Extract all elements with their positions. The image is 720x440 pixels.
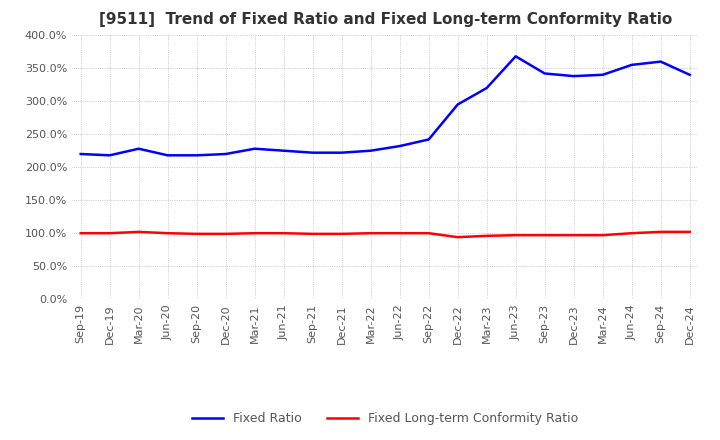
Fixed Long-term Conformity Ratio: [570, 232, 578, 238]
Fixed Ratio: [221, 151, 230, 157]
Legend: Fixed Ratio, Fixed Long-term Conformity Ratio: Fixed Ratio, Fixed Long-term Conformity …: [187, 407, 583, 430]
Fixed Long-term Conformity Ratio: [105, 231, 114, 236]
Fixed Long-term Conformity Ratio: [454, 235, 462, 240]
Fixed Ratio: [192, 153, 201, 158]
Fixed Long-term Conformity Ratio: [657, 229, 665, 235]
Fixed Long-term Conformity Ratio: [627, 231, 636, 236]
Fixed Ratio: [279, 148, 288, 153]
Fixed Ratio: [454, 102, 462, 107]
Fixed Long-term Conformity Ratio: [366, 231, 375, 236]
Fixed Ratio: [76, 151, 85, 157]
Fixed Ratio: [366, 148, 375, 153]
Fixed Ratio: [338, 150, 346, 155]
Fixed Ratio: [424, 137, 433, 142]
Fixed Ratio: [541, 71, 549, 76]
Fixed Long-term Conformity Ratio: [541, 232, 549, 238]
Fixed Long-term Conformity Ratio: [251, 231, 259, 236]
Fixed Ratio: [135, 146, 143, 151]
Title: [9511]  Trend of Fixed Ratio and Fixed Long-term Conformity Ratio: [9511] Trend of Fixed Ratio and Fixed Lo…: [99, 12, 672, 27]
Fixed Long-term Conformity Ratio: [338, 231, 346, 237]
Fixed Ratio: [657, 59, 665, 64]
Fixed Ratio: [395, 143, 404, 149]
Fixed Ratio: [570, 73, 578, 79]
Fixed Long-term Conformity Ratio: [192, 231, 201, 237]
Fixed Ratio: [251, 146, 259, 151]
Fixed Long-term Conformity Ratio: [221, 231, 230, 237]
Fixed Long-term Conformity Ratio: [135, 229, 143, 235]
Fixed Ratio: [685, 72, 694, 77]
Line: Fixed Ratio: Fixed Ratio: [81, 56, 690, 155]
Fixed Ratio: [598, 72, 607, 77]
Fixed Ratio: [482, 85, 491, 91]
Fixed Long-term Conformity Ratio: [685, 229, 694, 235]
Fixed Ratio: [511, 54, 520, 59]
Fixed Ratio: [627, 62, 636, 67]
Fixed Long-term Conformity Ratio: [395, 231, 404, 236]
Fixed Long-term Conformity Ratio: [308, 231, 317, 237]
Fixed Long-term Conformity Ratio: [598, 232, 607, 238]
Fixed Long-term Conformity Ratio: [163, 231, 172, 236]
Fixed Long-term Conformity Ratio: [511, 232, 520, 238]
Line: Fixed Long-term Conformity Ratio: Fixed Long-term Conformity Ratio: [81, 232, 690, 237]
Fixed Long-term Conformity Ratio: [279, 231, 288, 236]
Fixed Ratio: [308, 150, 317, 155]
Fixed Ratio: [163, 153, 172, 158]
Fixed Long-term Conformity Ratio: [424, 231, 433, 236]
Fixed Long-term Conformity Ratio: [76, 231, 85, 236]
Fixed Ratio: [105, 153, 114, 158]
Fixed Long-term Conformity Ratio: [482, 233, 491, 238]
